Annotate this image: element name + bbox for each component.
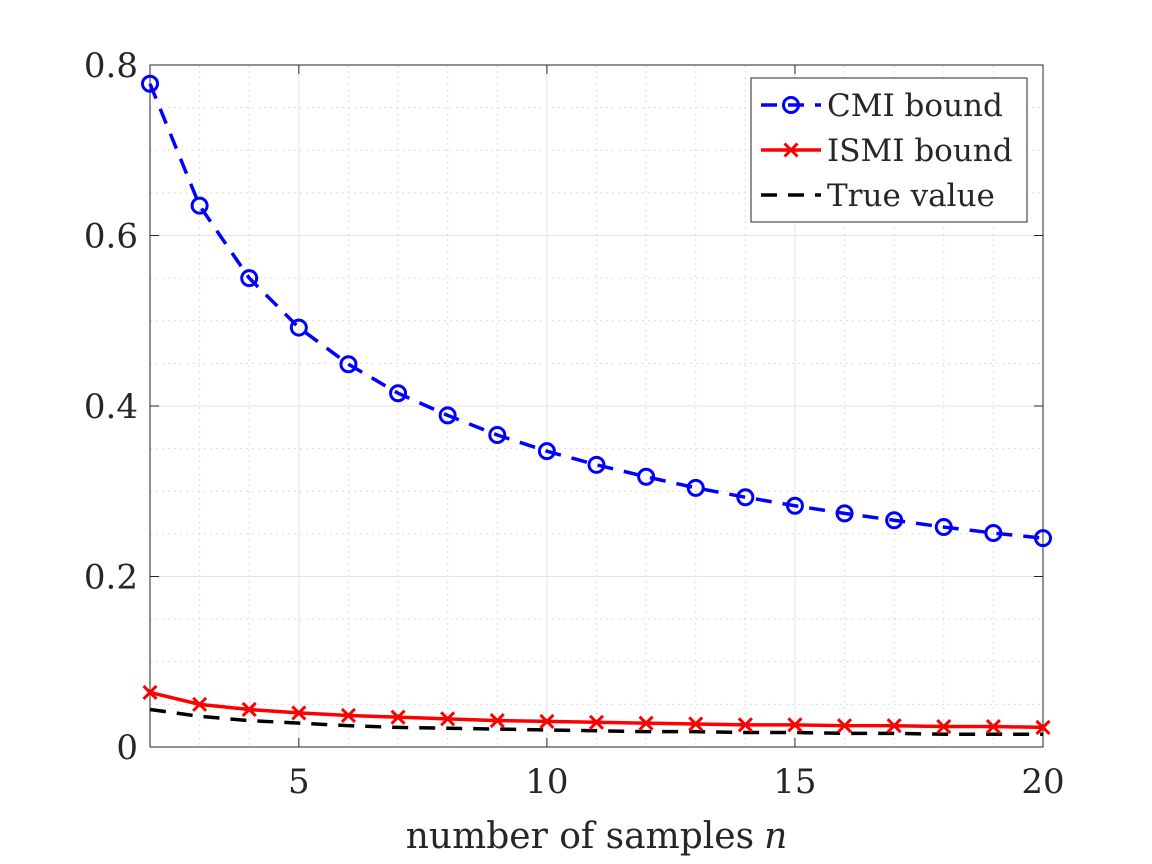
axis-ticks bbox=[150, 64, 1044, 748]
data-point-cmi-bound bbox=[1034, 529, 1052, 548]
data-point-ismi-bound bbox=[787, 717, 803, 733]
y-tick-label: 0 bbox=[116, 728, 138, 768]
legend-marker-cmi-bound bbox=[782, 96, 800, 114]
data-point-ismi-bound bbox=[390, 709, 406, 725]
series-line-true-value bbox=[149, 707, 1043, 736]
x-axis-label-variable: n bbox=[764, 816, 787, 857]
data-point-cmi-bound bbox=[984, 524, 1003, 543]
x-tick-label: 5 bbox=[288, 762, 310, 802]
data-point-cmi-bound bbox=[587, 455, 606, 474]
data-point-cmi-bound bbox=[289, 318, 308, 337]
legend-label-true-value: True value bbox=[827, 178, 995, 214]
data-point-ismi-bound bbox=[340, 707, 357, 724]
data-point-cmi-bound bbox=[438, 406, 457, 425]
x-tick-label: 10 bbox=[525, 762, 568, 802]
axis-tick-labels: 5 10 15 20 0 0.2 0.4 0.6 0.8 bbox=[84, 46, 1065, 802]
data-point-ismi-bound bbox=[936, 718, 952, 735]
data-point-cmi-bound bbox=[637, 467, 656, 486]
data-point-ismi-bound bbox=[241, 701, 257, 718]
x-tick-label: 15 bbox=[773, 762, 816, 802]
series-layer bbox=[141, 74, 1052, 736]
data-point-cmi-bound bbox=[686, 478, 705, 497]
data-point-cmi-bound bbox=[488, 425, 507, 444]
data-point-ismi-bound bbox=[688, 716, 704, 732]
data-point-ismi-bound bbox=[489, 713, 505, 729]
data-point-ismi-bound bbox=[1035, 719, 1051, 735]
data-point-ismi-bound bbox=[737, 717, 753, 733]
data-point-cmi-bound bbox=[537, 442, 556, 461]
data-point-cmi-bound bbox=[934, 518, 953, 537]
y-tick-label: 0.8 bbox=[84, 46, 138, 86]
data-point-ismi-bound bbox=[539, 713, 555, 729]
data-point-ismi-bound bbox=[142, 684, 158, 701]
data-point-ismi-bound bbox=[588, 714, 605, 730]
data-point-ismi-bound bbox=[886, 718, 902, 734]
data-point-cmi-bound bbox=[240, 269, 259, 288]
data-point-cmi-bound bbox=[785, 496, 804, 515]
legend: CMI bound ISMI bound True value bbox=[750, 77, 1028, 223]
data-point-ismi-bound bbox=[836, 718, 853, 734]
data-point-ismi-bound bbox=[192, 696, 208, 712]
legend-label-cmi-bound: CMI bound bbox=[827, 88, 1003, 124]
data-point-cmi-bound bbox=[141, 74, 159, 93]
x-axis-label-text: number of samples bbox=[406, 816, 754, 857]
data-point-cmi-bound bbox=[885, 511, 904, 530]
y-tick-label: 0.4 bbox=[84, 387, 138, 427]
data-point-cmi-bound bbox=[736, 488, 755, 507]
data-point-cmi-bound bbox=[339, 355, 358, 374]
data-point-ismi-bound bbox=[291, 705, 307, 721]
data-point-ismi-bound bbox=[985, 718, 1001, 735]
legend-marker-ismi-bound bbox=[783, 142, 799, 158]
x-axis-label: number of samples n bbox=[406, 816, 788, 857]
data-point-cmi-bound bbox=[835, 504, 854, 523]
series-line-cmi-bound bbox=[148, 83, 1044, 540]
data-point-cmi-bound bbox=[190, 196, 209, 215]
y-tick-label: 0.6 bbox=[84, 217, 138, 257]
data-point-cmi-bound bbox=[389, 384, 408, 403]
data-point-ismi-bound bbox=[440, 711, 456, 727]
data-point-ismi-bound bbox=[638, 715, 654, 731]
legend-label-ismi-bound: ISMI bound bbox=[827, 133, 1013, 169]
x-tick-label: 20 bbox=[1021, 762, 1064, 802]
y-tick-label: 0.2 bbox=[84, 558, 138, 598]
